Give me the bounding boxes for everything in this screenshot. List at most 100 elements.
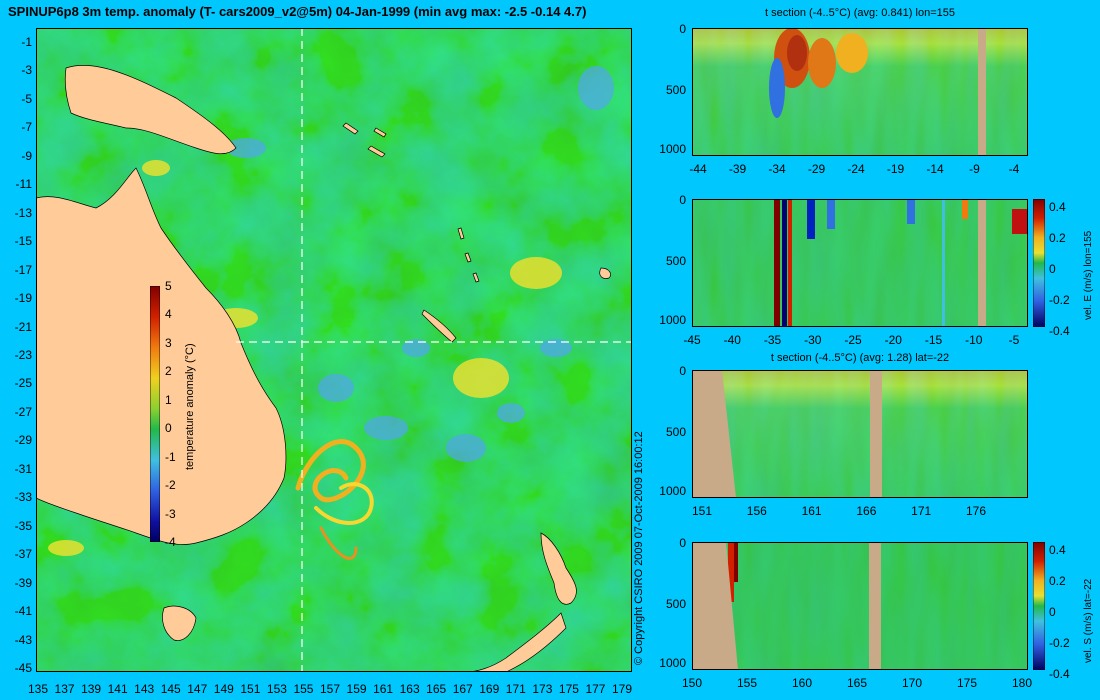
x-tick-label: 149 [213,682,234,696]
vel-s-colorbar-label: vel. S (m/s) lat=-22 [1083,578,1094,663]
t-section-lat-panel[interactable] [692,370,1028,498]
colorbar-tick-label: -4 [165,535,176,549]
fiji [599,267,611,279]
colorbar-tick-label: 0 [165,421,172,436]
x-tick-label: 169 [479,682,500,696]
x-tick-label: 151 [240,682,261,696]
colorbar-tick-label: 5 [165,279,172,293]
y-tick-label: -9 [21,148,32,163]
x-tick-label: 177 [585,682,606,696]
vel-s-jet-core [734,542,738,582]
x-tick-label: -34 [768,162,786,176]
y-tick-label: -39 [14,575,32,590]
land-masses [36,65,611,672]
temperature-anomaly-map[interactable] [36,28,632,672]
x-tick-label: 163 [399,682,420,696]
x-tick-label: 171 [505,682,526,696]
y-tick-label: 1000 [659,656,686,670]
x-tick-label: 175 [558,682,579,696]
y-tick-label: -33 [14,490,32,505]
map-colorbar [150,286,160,542]
new-zealand-south [465,612,567,672]
colorbar-tick-label: -2 [165,478,176,493]
y-tick-label: -41 [14,604,32,619]
colorbar-tick-label: -0.4 [1049,667,1070,681]
x-tick-label: 139 [81,682,102,696]
y-tick-label: -7 [21,120,32,135]
vel-e-lon-panel[interactable] [692,199,1028,327]
vel-s-lat-land [869,542,881,670]
t-section-lon-title: t section (-4..5°C) (avg: 0.841) lon=155 [765,7,955,19]
x-tick-label: 143 [134,682,155,696]
eac-eddy-swirl [295,439,374,560]
vel-s-colorbar [1033,542,1045,670]
x-tick-label: 166 [856,504,877,518]
x-tick-label: 145 [160,682,181,696]
t-section-lat-title: t section (-4..5°C) (avg: 1.28) lat=-22 [770,352,950,364]
colorbar-tick-label: -1 [165,449,176,464]
colorbar-tick-label: 4 [165,307,172,322]
x-tick-label: -29 [807,162,826,176]
x-tick-label: 165 [846,676,868,690]
y-tick-label: 0 [679,536,686,550]
x-tick-label: -19 [886,162,905,176]
x-tick-label: 161 [373,682,394,696]
x-tick-label: -15 [924,333,943,347]
t-section-lat-shelf [692,370,736,498]
y-tick-label: -19 [14,291,32,306]
y-tick-label: -11 [15,177,32,192]
x-tick-label: 153 [266,682,287,696]
vel-s-lat-panel[interactable] [692,542,1028,670]
colorbar-tick-label: -3 [165,506,176,521]
colorbar-tick-label: 0 [1049,262,1056,276]
x-tick-label: -5 [1008,333,1020,347]
colorbar-tick-label: 0.4 [1049,543,1066,557]
x-tick-label: -39 [728,162,747,176]
cold-anomaly-patches [226,66,614,462]
y-tick-label: -43 [14,632,32,647]
y-tick-label: -29 [14,433,32,448]
x-tick-label: 179 [611,682,633,696]
vel-e-jets [774,199,1028,327]
y-tick-label: -31 [14,461,32,476]
y-tick-label: 500 [665,597,686,611]
y-tick-label: -27 [14,404,32,419]
australia [36,167,287,545]
vel-e-lon-land [978,199,986,327]
x-tick-label: -40 [723,333,741,347]
x-tick-label: 171 [911,504,932,518]
y-tick-label: 1000 [659,484,686,498]
y-tick-label: -23 [14,348,32,362]
x-tick-label: -4 [1008,162,1020,176]
y-tick-label: -35 [14,518,32,533]
colorbar-tick-label: 0.2 [1049,574,1066,588]
y-tick-label: -15 [14,234,32,249]
y-tick-label: 0 [679,364,686,378]
x-tick-label: 156 [746,504,767,518]
solomon-islands [342,122,387,158]
y-tick-label: 500 [665,83,686,97]
y-tick-label: -1 [21,35,32,49]
x-tick-label: 135 [27,682,49,696]
map-colorbar-label: temperature anomaly (°C) [184,343,196,470]
t-section-lon-panel[interactable] [692,28,1028,156]
x-tick-label: 167 [452,682,473,696]
colorbar-tick-label: -0.4 [1049,324,1070,338]
colorbar-tick-label: -0.2 [1049,636,1070,650]
y-tick-label: 500 [665,425,686,439]
x-tick-label: 151 [691,504,713,518]
y-tick-label: -25 [14,376,32,391]
vel-e-colorbar-label: vel. E (m/s) lon=155 [1083,230,1094,320]
page-title: SPINUP6p8 3m temp. anomaly (T- cars2009_… [8,4,587,19]
vel-s-jet [728,542,734,602]
x-tick-label: 141 [107,682,128,696]
new-zealand-north [540,532,577,605]
x-tick-label: 170 [901,676,923,690]
y-tick-label: -17 [14,262,32,277]
x-tick-label: 150 [681,676,703,690]
colorbar-tick-label: -0.2 [1049,293,1070,307]
x-tick-label: -20 [884,333,902,347]
colorbar-tick-label: 0.4 [1049,200,1066,214]
colorbar-tick-label: 0.2 [1049,231,1066,245]
x-tick-label: -10 [965,333,983,347]
